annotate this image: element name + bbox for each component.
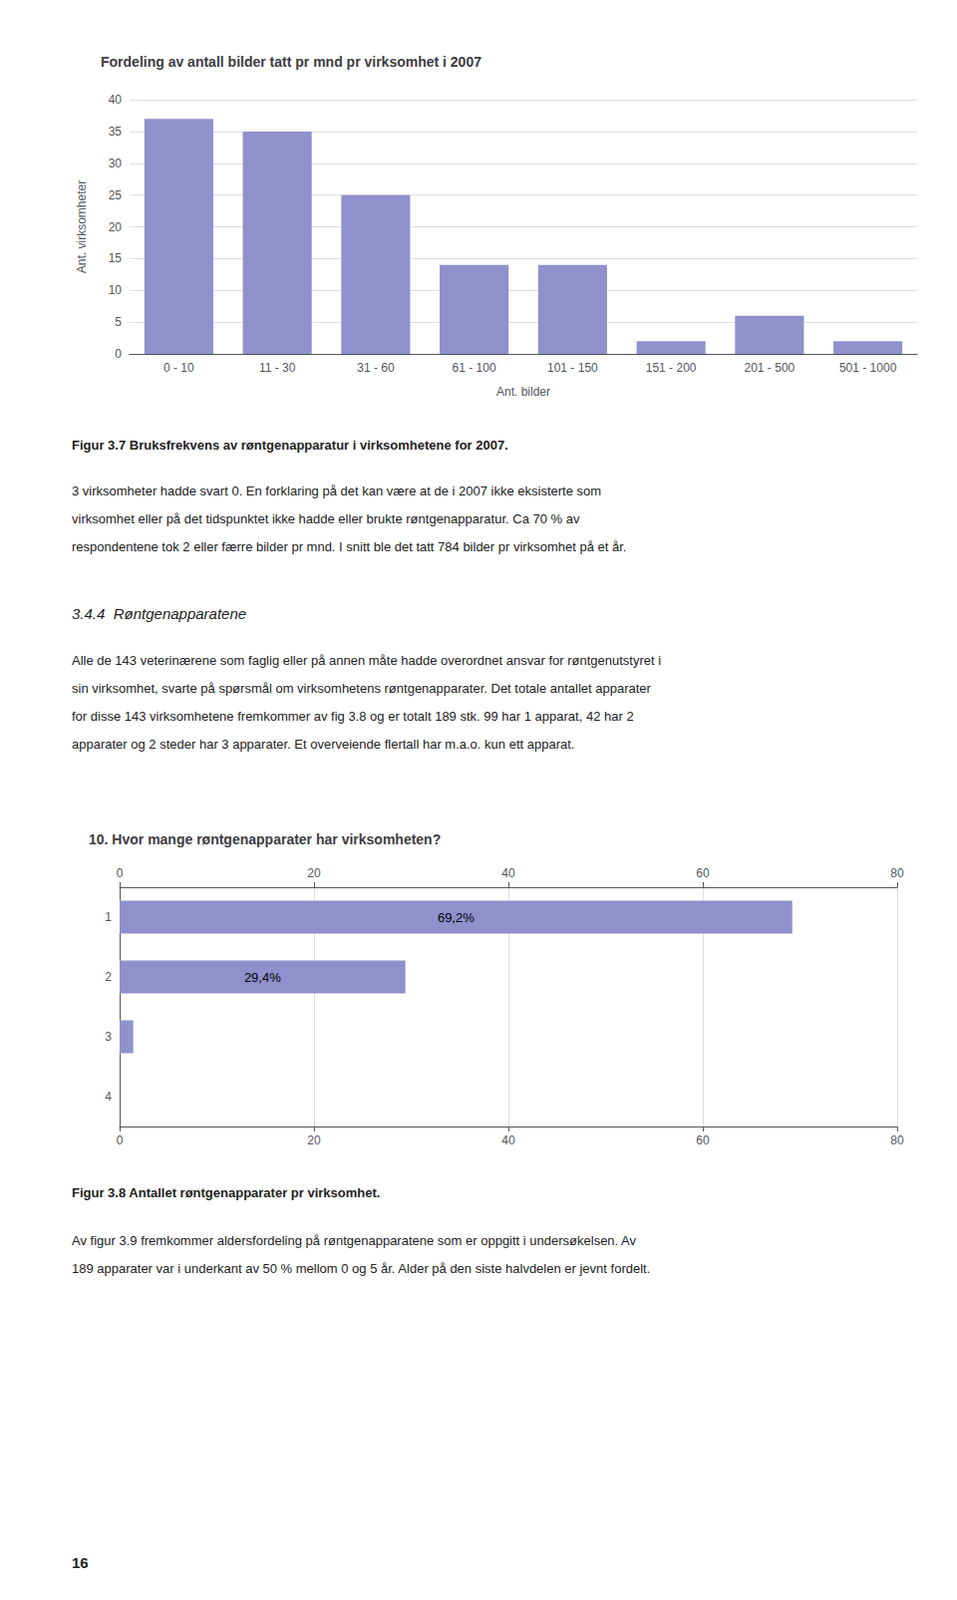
- svg-text:61 - 100: 61 - 100: [452, 360, 497, 375]
- svg-text:Alle de 143 veterinærene som f: Alle de 143 veterinærene som faglig elle…: [71, 652, 661, 668]
- svg-text:3: 3: [104, 1029, 112, 1044]
- svg-text:40: 40: [501, 1133, 516, 1148]
- svg-text:101 - 150: 101 - 150: [547, 360, 599, 375]
- svg-text:501 - 1000: 501 - 1000: [839, 360, 898, 375]
- svg-text:0: 0: [114, 346, 122, 361]
- svg-text:0: 0: [116, 1133, 124, 1148]
- svg-text:31 - 60: 31 - 60: [356, 360, 395, 375]
- svg-text:189 apparater var i underkant: 189 apparater var i underkant av 50 % me…: [71, 1261, 650, 1276]
- svg-text:60: 60: [695, 866, 710, 881]
- svg-text:15: 15: [108, 251, 123, 266]
- svg-text:151 - 200: 151 - 200: [645, 360, 697, 375]
- svg-text:201 - 500: 201 - 500: [744, 360, 796, 375]
- svg-text:apparater og 2 steder har 3 ap: apparater og 2 steder har 3 apparater. E…: [71, 736, 575, 752]
- svg-text:20: 20: [307, 1133, 321, 1148]
- svg-text:0: 0: [116, 866, 124, 881]
- svg-text:29,4%: 29,4%: [244, 969, 282, 985]
- svg-text:Fordeling av antall bilder tat: Fordeling av antall bilder tatt pr mnd p…: [100, 53, 482, 70]
- svg-text:2: 2: [104, 969, 112, 984]
- svg-text:20: 20: [108, 220, 123, 235]
- svg-text:3 virksomheter hadde svart 0.: 3 virksomheter hadde svart 0. En forklar…: [71, 483, 602, 499]
- svg-text:40: 40: [108, 92, 123, 107]
- svg-text:69,2%: 69,2%: [437, 910, 475, 926]
- svg-text:Figur 3.7 Bruksfrekvens av røn: Figur 3.7 Bruksfrekvens av røntgenappara…: [71, 437, 509, 453]
- svg-text:60: 60: [695, 1133, 710, 1148]
- svg-text:Ant. virksomheter: Ant. virksomheter: [74, 180, 89, 274]
- svg-text:3.4.4 Røntgenapparatene: 3.4.4 Røntgenapparatene: [71, 605, 247, 623]
- svg-text:30: 30: [108, 156, 123, 171]
- svg-text:virksomhet eller på det tidspu: virksomhet eller på det tidspunktet ikke…: [71, 511, 581, 527]
- svg-text:40: 40: [501, 866, 516, 881]
- svg-text:1: 1: [104, 910, 112, 925]
- svg-text:for disse 143 virksomhetene fr: for disse 143 virksomhetene fremkommer a…: [71, 708, 635, 724]
- svg-text:5: 5: [114, 315, 122, 329]
- svg-text:80: 80: [890, 866, 905, 881]
- svg-text:11 - 30: 11 - 30: [259, 360, 297, 375]
- svg-text:80: 80: [890, 1133, 905, 1148]
- svg-text:0 - 10: 0 - 10: [163, 360, 195, 375]
- svg-text:20: 20: [307, 866, 321, 881]
- svg-text:4: 4: [104, 1089, 112, 1104]
- svg-text:respondentene tok 2 eller færr: respondentene tok 2 eller færre bilder p…: [71, 539, 627, 555]
- svg-text:16: 16: [71, 1554, 89, 1572]
- svg-text:25: 25: [108, 188, 123, 203]
- svg-text:35: 35: [108, 124, 123, 139]
- svg-text:10. Hvor mange røntgenapparate: 10. Hvor mange røntgenapparater har virk…: [88, 831, 441, 848]
- svg-text:Ant. bilder: Ant. bilder: [496, 384, 551, 399]
- svg-text:sin virksomhet, svarte på spør: sin virksomhet, svarte på spørsmål om vi…: [71, 680, 652, 696]
- svg-text:10: 10: [108, 283, 123, 298]
- svg-text:Av figur 3.9 fremkommer alders: Av figur 3.9 fremkommer aldersfordeling …: [71, 1233, 638, 1249]
- svg-text:Figur 3.8 Antallet røntgenappa: Figur 3.8 Antallet røntgenapparater pr v…: [71, 1185, 380, 1201]
